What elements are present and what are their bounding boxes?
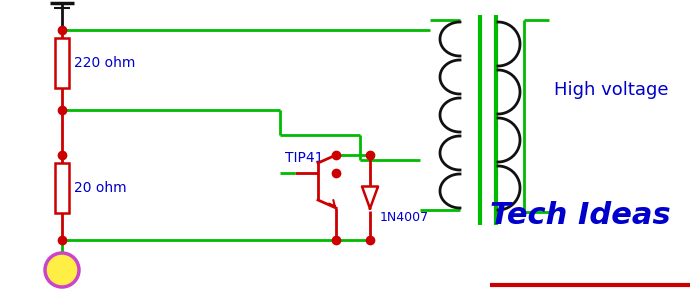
Text: TIP41: TIP41 <box>285 151 323 165</box>
Text: High voltage: High voltage <box>554 81 668 99</box>
Text: 20 ohm: 20 ohm <box>74 181 127 195</box>
Bar <box>55 38 69 88</box>
Text: 220 ohm: 220 ohm <box>74 56 135 70</box>
Text: 1N4007: 1N4007 <box>380 211 429 224</box>
Polygon shape <box>362 186 378 208</box>
Text: Tech Ideas: Tech Ideas <box>490 200 671 229</box>
Circle shape <box>45 253 79 287</box>
Bar <box>55 163 69 213</box>
